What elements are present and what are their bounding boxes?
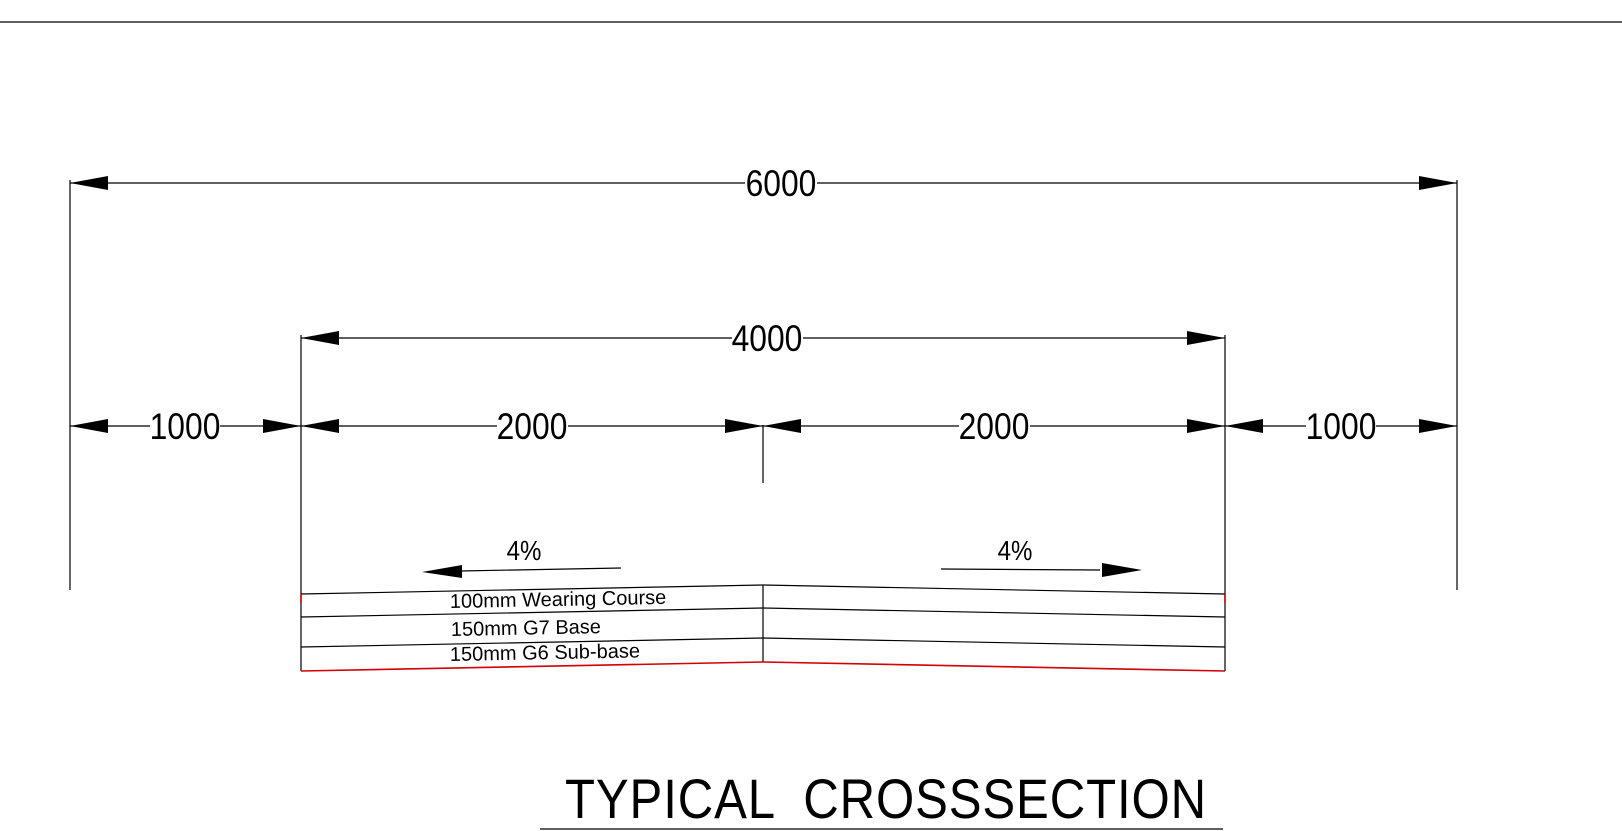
arrowhead	[725, 419, 763, 433]
dimension-right-shoulder-label: 1000	[1306, 407, 1377, 448]
arrowhead	[1187, 419, 1225, 433]
dimension-left-shoulder: 1000	[70, 407, 301, 448]
arrowhead	[301, 419, 339, 433]
dimension-right-lane-label: 2000	[959, 407, 1030, 448]
dimension-right-lane: 2000	[763, 407, 1225, 448]
layer-label-wearing-course: 100mm Wearing Course	[450, 587, 667, 613]
dimension-overall-label: 6000	[746, 164, 817, 205]
extension-lines	[69, 180, 1458, 671]
crossfall-right: 4%	[940, 534, 1142, 577]
layer-label-base: 150mm G7 Base	[451, 616, 601, 641]
dimension-left-lane: 2000	[301, 407, 763, 448]
arrowhead	[1419, 419, 1457, 433]
arrowhead	[301, 331, 339, 345]
arrowhead	[1187, 331, 1225, 345]
dimension-carriageway-label: 4000	[732, 319, 803, 360]
layer-label-sub-base: 150mm G6 Sub-base	[450, 640, 640, 666]
subgrade-line-left	[300, 661, 764, 672]
arrowhead	[70, 176, 108, 190]
arrowhead	[763, 419, 801, 433]
drawing-title: TYPICAL CROSSSECTION	[565, 767, 1207, 830]
dimension-overall: 6000	[70, 164, 1457, 205]
crossfall-right-label: 4%	[998, 534, 1033, 566]
subgrade-line-right	[762, 661, 1226, 672]
crossfall-right-arrowhead	[1102, 563, 1142, 577]
arrowhead	[263, 419, 301, 433]
arrowhead	[1225, 419, 1263, 433]
dimension-left-lane-label: 2000	[497, 407, 568, 448]
crossfall-left-arrowhead	[422, 565, 462, 578]
crossfall-left-label: 4%	[507, 534, 542, 566]
arrowhead	[1419, 176, 1457, 190]
arrowhead	[70, 419, 108, 433]
dimension-carriageway: 4000	[301, 319, 1225, 360]
dimension-left-shoulder-label: 1000	[150, 407, 221, 448]
pavement-layers	[300, 584, 1226, 672]
crossfall-left: 4%	[422, 534, 622, 578]
dimension-right-shoulder: 1000	[1225, 407, 1457, 448]
